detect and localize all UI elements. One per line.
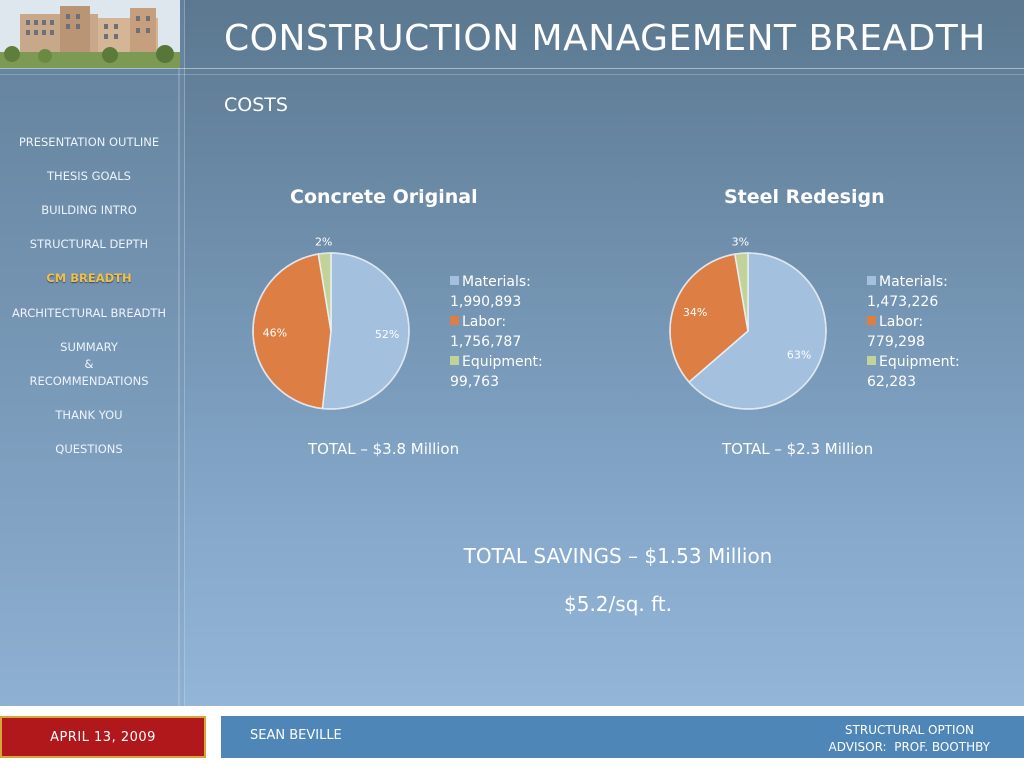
legend-item-labor: Labor: — [450, 312, 543, 332]
total-savings: TOTAL SAVINGS – $1.53 Million — [463, 544, 773, 568]
legend-value: 1,756,787 — [450, 334, 522, 350]
legend-value: 779,298 — [867, 334, 925, 350]
total-steel: TOTAL – $2.3 Million — [722, 440, 874, 458]
pie-rim — [252, 252, 410, 410]
footer-date: APRIL 13, 2009 — [0, 716, 206, 758]
pie-chart-steel: 63% 34% 3% — [669, 235, 827, 410]
nav-presentation-outline[interactable]: PRESENTATION OUTLINE — [18, 135, 160, 149]
nav-summary-recommendations[interactable]: SUMMARY & RECOMMENDATIONS — [29, 340, 149, 388]
page-title: CONSTRUCTION MANAGEMENT BREADTH — [224, 18, 986, 59]
legend-label: Materials: — [462, 274, 531, 290]
nav-cm-breadth[interactable]: CM BREADTH — [46, 271, 132, 285]
nav-building-intro[interactable]: BUILDING INTRO — [41, 203, 137, 217]
footer-date-text: APRIL 13, 2009 — [50, 729, 156, 745]
nav-thank-you[interactable]: THANK YOU — [55, 408, 123, 422]
nav-structural-depth[interactable]: STRUCTURAL DEPTH — [29, 237, 149, 251]
legend-value: 62,283 — [867, 374, 916, 390]
legend-value: 1,473,226 — [867, 294, 939, 310]
legend-value: 99,763 — [450, 374, 499, 390]
labor-swatch-icon — [867, 316, 876, 325]
nav-architectural-breadth[interactable]: ARCHITECTURAL BREADTH — [11, 306, 167, 320]
legend-value: 1,990,893 — [450, 294, 522, 310]
legend-label: Labor: — [462, 314, 507, 330]
footer-advisor: ADVISOR: PROF. BOOTHBY — [828, 740, 990, 754]
footer-bar — [221, 716, 1024, 758]
pie-percent-label-materials: 63% — [787, 348, 811, 361]
sidebar — [0, 0, 185, 706]
chart-title-concrete: Concrete Original — [290, 186, 478, 208]
legend-item-equipment: Equipment: — [450, 352, 543, 372]
chart-title-steel: Steel Redesign — [724, 186, 885, 208]
legend-concrete: Materials: 1,990,893 Labor: 1,756,787 Eq… — [450, 272, 543, 392]
legend-steel: Materials: 1,473,226 Labor: 779,298 Equi… — [867, 272, 960, 392]
pie-percent-label-labor: 46% — [263, 326, 287, 339]
sidebar-divider — [178, 0, 180, 706]
title-rule — [0, 68, 1024, 69]
pie-percent-label-materials: 52% — [375, 328, 399, 341]
labor-swatch-icon — [450, 316, 459, 325]
legend-item-materials: Materials: — [450, 272, 543, 292]
savings-per-sqft: $5.2/sq. ft. — [564, 592, 672, 616]
materials-swatch-icon — [450, 276, 459, 285]
pie-chart-concrete: 52% 46% 2% — [252, 235, 410, 410]
footer-option: STRUCTURAL OPTION ADVISOR: PROF. BOOTHBY — [800, 722, 990, 756]
footer-option-label: STRUCTURAL OPTION — [844, 723, 974, 737]
legend-label: Equipment: — [879, 354, 960, 370]
nav-questions[interactable]: QUESTIONS — [55, 442, 123, 456]
legend-item-materials: Materials: — [867, 272, 960, 292]
equipment-swatch-icon — [450, 356, 459, 365]
building-photo — [0, 0, 180, 68]
title-rule-secondary — [0, 74, 1024, 75]
total-concrete: TOTAL – $3.8 Million — [308, 440, 460, 458]
pie-percent-label-equipment: 2% — [315, 235, 332, 248]
pie-rim — [669, 252, 827, 410]
pie-percent-label-equipment: 3% — [732, 235, 749, 248]
legend-label: Materials: — [879, 274, 948, 290]
equipment-swatch-icon — [867, 356, 876, 365]
legend-label: Equipment: — [462, 354, 543, 370]
section-subtitle: COSTS — [224, 94, 288, 116]
footer-presenter: SEAN BEVILLE — [250, 728, 342, 743]
pie-percent-label-labor: 34% — [683, 306, 707, 319]
nav-thesis-goals[interactable]: THESIS GOALS — [47, 169, 131, 183]
materials-swatch-icon — [867, 276, 876, 285]
legend-label: Labor: — [879, 314, 924, 330]
legend-item-labor: Labor: — [867, 312, 960, 332]
legend-item-equipment: Equipment: — [867, 352, 960, 372]
